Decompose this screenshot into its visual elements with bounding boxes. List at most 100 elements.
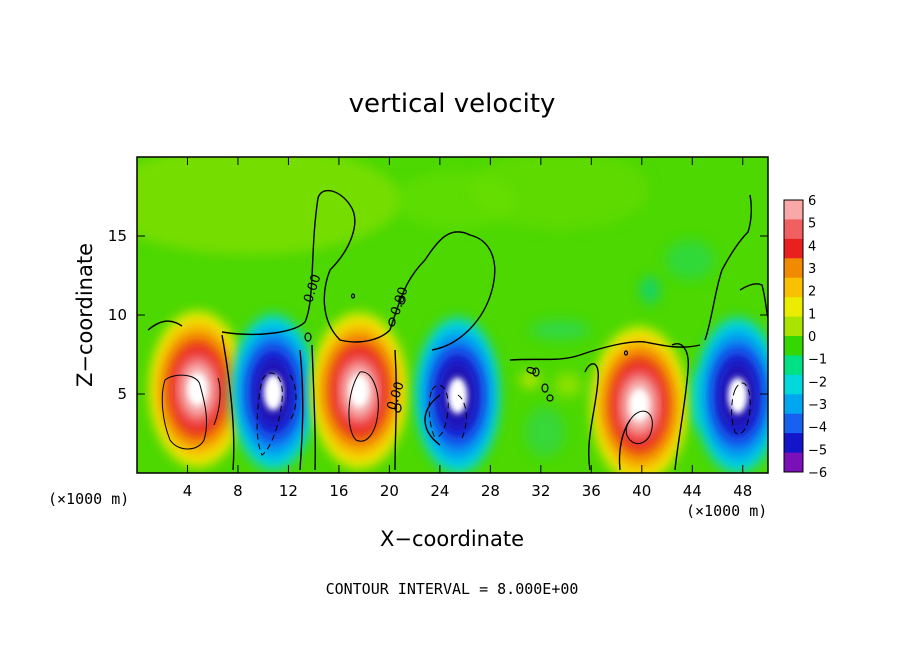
colorbar-swatch [784, 413, 803, 434]
colorbar-label: −6 [808, 466, 827, 481]
x-tick-label: 32 [531, 482, 550, 500]
zero-contour [147, 320, 183, 331]
colorbar-label: 1 [808, 307, 816, 322]
x-tick-label: 12 [279, 482, 298, 500]
positive-contour [161, 374, 207, 450]
cell-band [349, 375, 369, 407]
x-tick-label: 8 [233, 482, 243, 500]
zero-contour [394, 349, 398, 471]
positive-contour [625, 410, 653, 444]
contour-loop [350, 293, 356, 299]
colorbar-swatch [784, 452, 803, 473]
x-tick-label: 4 [183, 482, 193, 500]
colorbar-label: −3 [808, 398, 827, 413]
y-tick-label: 10 [108, 306, 127, 324]
cell-band [263, 374, 283, 411]
x-axis-label: X−coordinate [380, 527, 524, 551]
updraft-cell [149, 311, 246, 468]
x-tick-label: 44 [683, 482, 702, 500]
updraft-cell [311, 312, 408, 469]
cell-band [187, 373, 208, 405]
downdraft-cell [415, 317, 500, 473]
x-tick-label: 48 [733, 482, 752, 500]
negative-contour [731, 382, 751, 435]
colorbar-label: −2 [808, 375, 827, 390]
zero-contours [147, 189, 768, 471]
colorbar-label: 2 [808, 285, 816, 300]
colorbar-swatch [784, 433, 803, 454]
colorbar-frame [783, 199, 804, 473]
contour-loop [541, 383, 549, 393]
negative-contour [457, 394, 467, 439]
x-tick-label: 36 [582, 482, 601, 500]
chart-title: vertical velocity [349, 89, 556, 119]
contour-loop [546, 394, 554, 402]
colorbar-label: 6 [808, 194, 816, 209]
updraft-cell [591, 327, 688, 473]
colorbar: 6 5 4 3 2 1 0 −1 −2 −3 −4 −5 −6 [783, 194, 827, 481]
zero-contour [221, 189, 391, 343]
colorbar-swatch [784, 316, 803, 337]
cell-band [447, 377, 468, 414]
zero-contour [509, 340, 701, 361]
negative-contour [256, 372, 283, 456]
colorbar-swatch [784, 394, 803, 415]
small-contour-loops [304, 293, 629, 413]
colorbar-swatch [784, 355, 803, 376]
positive-contour [213, 377, 221, 426]
x-tick-label: 40 [632, 482, 651, 500]
colorbar-label: 3 [808, 262, 816, 277]
colorbar-label: 5 [808, 217, 816, 232]
cell-band [728, 377, 748, 414]
x-unit-right: (×1000 m) [686, 502, 767, 520]
zero-contour [739, 283, 768, 319]
zero-contour [389, 231, 496, 351]
colorbar-swatch [784, 200, 803, 220]
contour-loop [394, 403, 402, 413]
downdraft-cell [695, 317, 768, 473]
negative-contour [428, 384, 449, 438]
negative-contours [256, 372, 751, 456]
x-tick-label: 24 [430, 482, 449, 500]
contour-interval-note: CONTOUR INTERVAL = 8.000E+00 [326, 580, 579, 598]
y-tick-label: 15 [108, 227, 127, 245]
x-tick-label: 28 [481, 482, 500, 500]
negative-contour [289, 374, 297, 421]
zero-contour [584, 363, 599, 471]
contour-loop [388, 317, 396, 327]
y-axis-label: Z−coordinate [73, 243, 97, 387]
plot-area: 0.00 0.000.000 4 8 12 16 20 24 28 32 36 40 44 485101… [108, 156, 769, 500]
colorbar-swatch [784, 297, 803, 318]
zero-contour [671, 343, 689, 471]
colorbar-label: −4 [808, 421, 827, 436]
y-tick-label: 5 [117, 385, 127, 403]
cell-layer [149, 311, 768, 473]
colorbar-swatch [784, 258, 803, 279]
positive-contour [348, 371, 379, 442]
contour-loop [532, 367, 540, 377]
positive-contours [161, 371, 653, 450]
contour-loop [304, 332, 312, 342]
zero-contour [221, 334, 235, 471]
zero-contour [424, 394, 441, 446]
colorbar-label: −5 [808, 443, 827, 458]
colorbar-swatch [784, 219, 803, 240]
downdraft-cell [231, 314, 316, 471]
contour-loop [398, 295, 406, 305]
zero-contour [704, 194, 753, 341]
colorbar-swatch [784, 277, 803, 298]
colorbar-swatch [784, 336, 803, 356]
contour-loop [623, 350, 629, 356]
colorbar-swatch [784, 238, 803, 259]
colorbar-label: 4 [808, 239, 816, 254]
cell-band [629, 389, 649, 421]
zero-contour [299, 349, 304, 471]
zero-contour [311, 344, 316, 471]
colorbar-label: 0 [808, 330, 816, 345]
x-tick-label: 20 [380, 482, 399, 500]
colorbar-label: −1 [808, 353, 827, 368]
colorbar-swatch [784, 374, 803, 395]
x-unit-left: (×1000 m) [48, 490, 129, 508]
